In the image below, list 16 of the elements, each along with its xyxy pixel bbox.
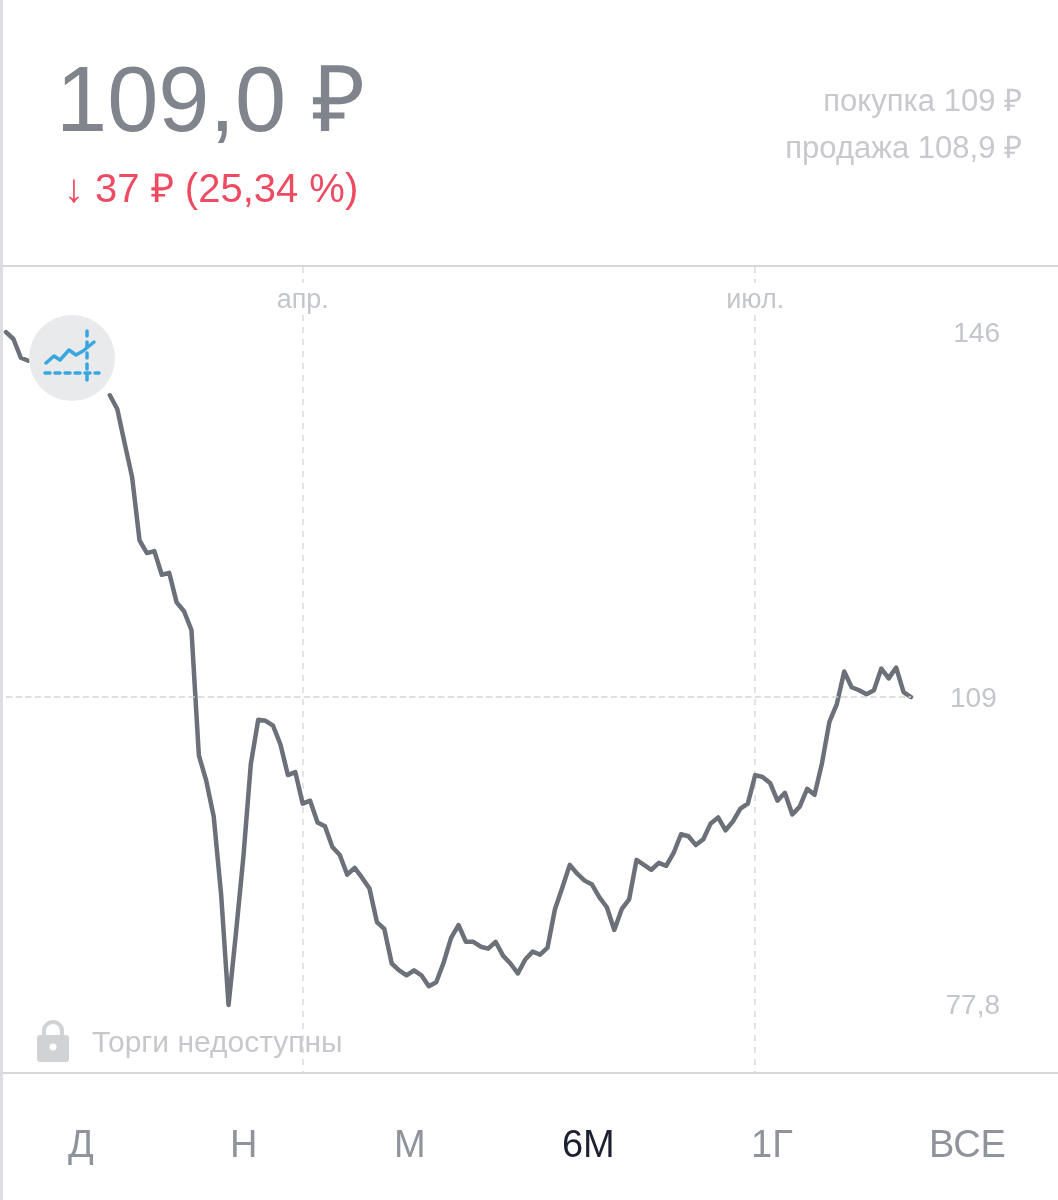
- text: покупка 109 ₽: [823, 82, 1022, 120]
- annotation: Торги недоступны: [92, 1024, 343, 1060]
- text: М: [393, 1121, 426, 1167]
- text: Н: [230, 1121, 258, 1167]
- text: 6М: [561, 1121, 615, 1167]
- text: ВСЕ: [929, 1121, 1006, 1167]
- ref-line-label: 109: [950, 681, 997, 713]
- x-tick-label: июл.: [726, 283, 785, 314]
- text: Д: [68, 1121, 94, 1167]
- chart-subtitle: ↓ 37 ₽ (25,34 %): [64, 165, 359, 212]
- text: 1Г: [751, 1121, 793, 1167]
- y-tick-label: 146: [953, 316, 1000, 348]
- x-tick-label: апр.: [276, 283, 329, 314]
- text: продажа 108,9 ₽: [785, 129, 1022, 167]
- chart-title: 109,0 ₽: [56, 47, 366, 152]
- y-tick-label: 77,8: [945, 989, 1000, 1021]
